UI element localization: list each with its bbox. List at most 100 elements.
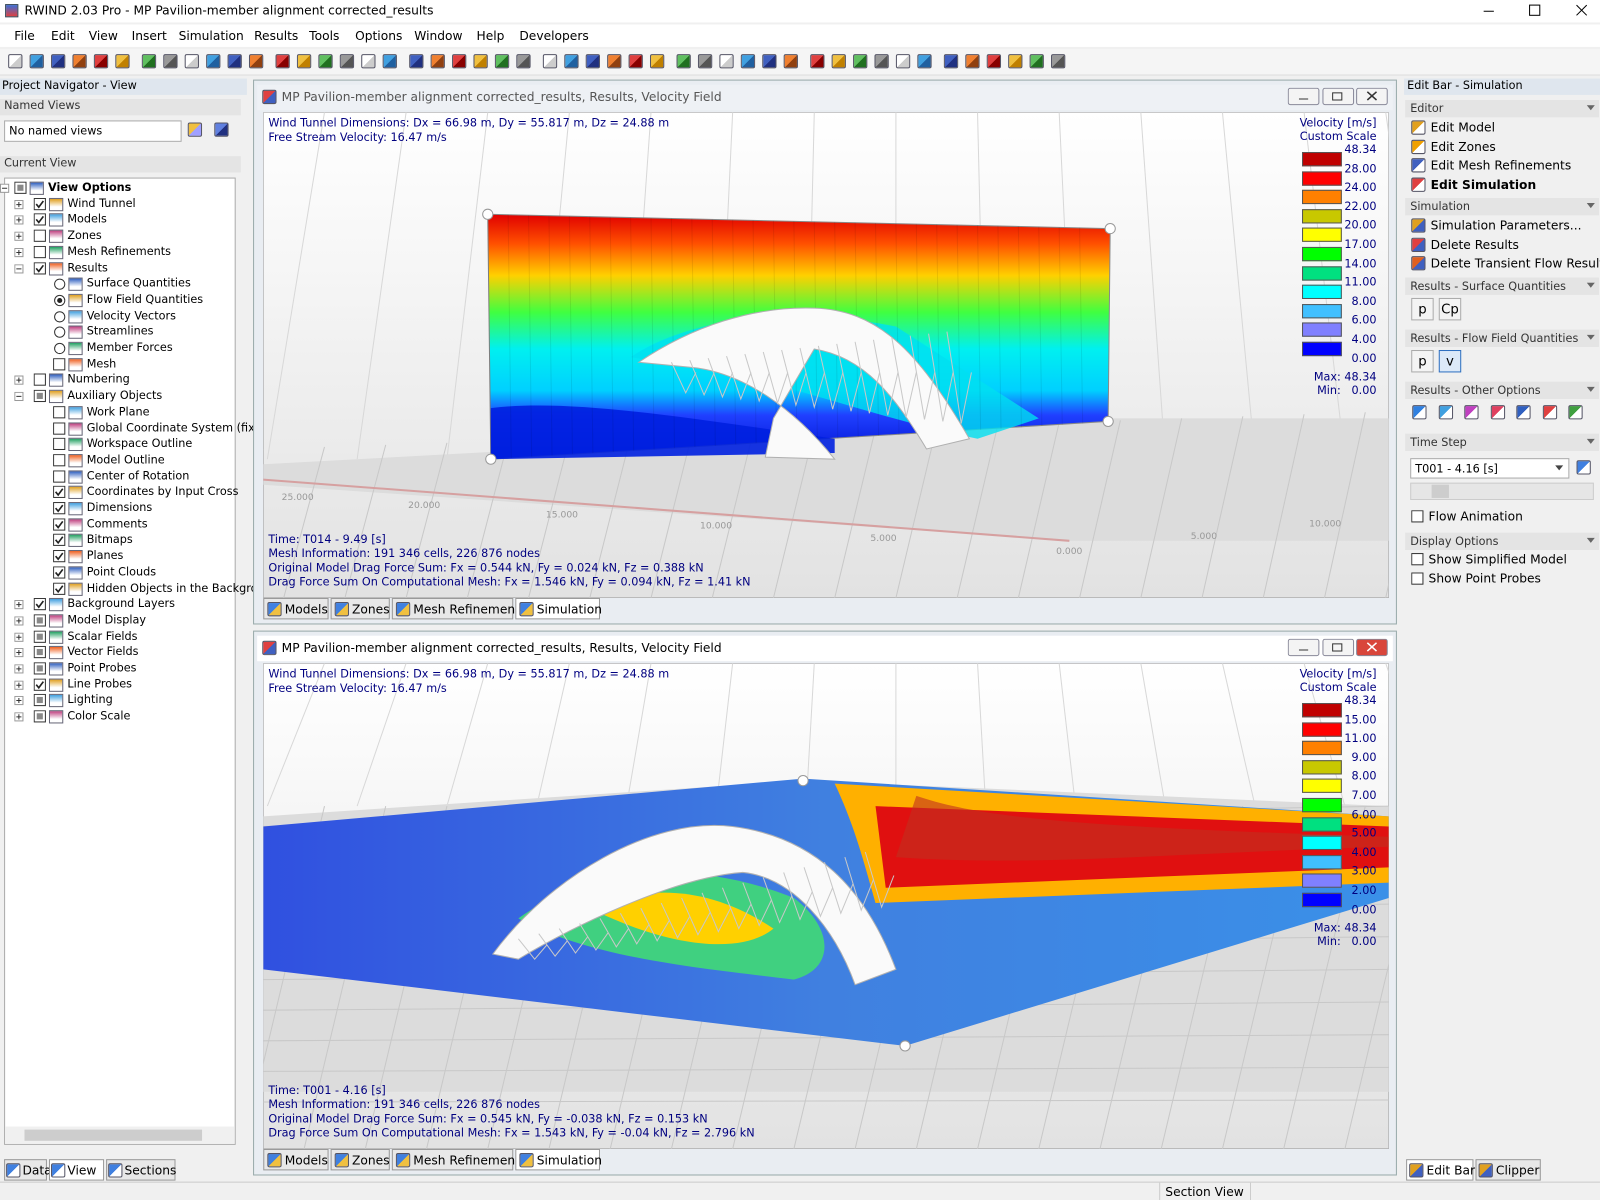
icon[interactable] [163, 54, 178, 69]
tree-item[interactable]: Mesh [86, 356, 117, 371]
icon[interactable] [494, 54, 510, 69]
menu-item[interactable]: View [88, 28, 118, 43]
icon[interactable] [473, 54, 488, 69]
icon[interactable] [1411, 139, 1426, 154]
icon[interactable] [184, 54, 199, 69]
tree-item[interactable]: Zones [67, 228, 102, 242]
icon[interactable] [810, 54, 825, 69]
icon[interactable] [740, 54, 756, 69]
icon[interactable] [986, 54, 1002, 69]
icon[interactable] [965, 54, 980, 69]
icon[interactable] [1008, 54, 1023, 69]
icon[interactable] [719, 54, 734, 69]
icon[interactable] [1029, 54, 1044, 69]
tree-item[interactable]: Global Coordinate System (fixe [86, 420, 262, 435]
tree-item[interactable]: Velocity Vectors [86, 308, 176, 323]
icon[interactable] [1412, 405, 1427, 420]
view-tab[interactable]: Simulation [515, 1148, 602, 1171]
icon[interactable] [452, 54, 467, 69]
icon[interactable] [874, 54, 889, 69]
tree-item[interactable]: Center of Rotation [86, 468, 190, 483]
edit-item[interactable]: Edit Model [1430, 120, 1495, 135]
icon[interactable] [339, 54, 355, 69]
tree-item[interactable]: Numbering [67, 372, 130, 387]
icon[interactable] [1438, 405, 1453, 420]
icon[interactable] [676, 54, 691, 69]
icon[interactable] [141, 54, 157, 69]
icon[interactable] [895, 54, 911, 69]
icon[interactable] [762, 54, 777, 69]
icon[interactable] [1464, 405, 1479, 420]
icon[interactable] [115, 54, 130, 69]
view-tab[interactable]: Mesh Refinements [391, 1148, 526, 1171]
tree-item[interactable]: Model Display [67, 613, 146, 627]
icon[interactable] [607, 54, 622, 69]
icon[interactable] [516, 54, 531, 69]
icon[interactable] [1411, 177, 1426, 192]
icon[interactable] [382, 54, 397, 69]
icon[interactable] [697, 54, 713, 69]
simulation-item[interactable]: Delete Results [1430, 237, 1519, 252]
tree-item[interactable]: Mesh Refinements [67, 244, 171, 258]
quantity-button[interactable]: p [1411, 297, 1434, 321]
view-tab[interactable]: Simulation [515, 597, 602, 620]
tree-item[interactable]: Line Probes [67, 677, 132, 691]
tree-item[interactable]: Member Forces [86, 340, 173, 355]
icon[interactable] [585, 54, 600, 69]
edit-item[interactable]: Edit Mesh Refinements [1430, 158, 1572, 173]
tree-item[interactable]: Point Clouds [86, 565, 157, 579]
tree-item[interactable]: Color Scale [67, 709, 131, 723]
icon[interactable] [8, 54, 23, 69]
tree-item[interactable]: Scalar Fields [67, 629, 138, 643]
simulation-item[interactable]: Simulation Parameters... [1430, 218, 1582, 233]
icon[interactable] [628, 54, 643, 69]
icon[interactable] [214, 122, 229, 137]
quantity-button[interactable]: Cp [1438, 297, 1462, 321]
icon[interactable] [831, 54, 846, 69]
icon[interactable] [783, 54, 798, 69]
quantity-button[interactable]: p [1411, 349, 1434, 373]
icon[interactable] [1490, 405, 1505, 420]
menu-item[interactable]: Edit [51, 28, 75, 43]
menu-item[interactable]: Developers [519, 28, 589, 43]
quantity-button[interactable]: v [1438, 349, 1462, 373]
tree-item[interactable]: Models [67, 212, 107, 226]
menu-item[interactable]: Tools [309, 28, 340, 43]
icon[interactable] [1411, 120, 1426, 135]
icon[interactable] [1542, 405, 1557, 420]
tree-item[interactable]: Lighting [67, 693, 113, 707]
tree-item[interactable]: Work Plane [86, 404, 150, 419]
menu-item[interactable]: Options [355, 28, 403, 43]
icon[interactable] [1568, 405, 1583, 420]
named-views-select[interactable]: No named views [4, 120, 182, 142]
icon[interactable] [227, 54, 242, 69]
menu-item[interactable]: Results [254, 28, 299, 43]
menu-item[interactable]: Help [476, 28, 505, 43]
tree-item[interactable]: Streamlines [86, 324, 154, 339]
icon[interactable] [943, 54, 959, 69]
tree-item[interactable]: Comments [86, 517, 148, 531]
icon[interactable] [1411, 256, 1426, 271]
icon[interactable] [1411, 158, 1426, 173]
icon[interactable] [206, 54, 221, 69]
icon[interactable] [248, 54, 264, 69]
tree-item[interactable]: Wind Tunnel [67, 196, 136, 210]
icon[interactable] [1411, 237, 1426, 252]
tree-item[interactable]: Hidden Objects in the Backgrou [86, 581, 265, 595]
tree-item[interactable]: Flow Field Quantities [86, 292, 204, 307]
panel-tab[interactable]: Sections [106, 1159, 176, 1181]
tree-item[interactable]: Coordinates by Input Cross [86, 484, 239, 499]
tree-item[interactable]: Dimensions [86, 501, 153, 515]
tree-item[interactable]: Workspace Outline [86, 436, 193, 451]
slider-thumb[interactable] [1431, 484, 1449, 498]
icon[interactable] [187, 122, 203, 137]
tree-item[interactable]: Surface Quantities [86, 276, 191, 290]
tree-item[interactable]: Planes [86, 549, 124, 563]
tree-item[interactable]: Bitmaps [86, 533, 133, 547]
icon[interactable] [29, 54, 44, 69]
icon[interactable] [318, 54, 333, 69]
tree-item[interactable]: Background Layers [67, 597, 176, 611]
icon[interactable] [93, 54, 109, 69]
tree-item[interactable]: Results [67, 260, 108, 274]
icon[interactable] [296, 54, 312, 69]
